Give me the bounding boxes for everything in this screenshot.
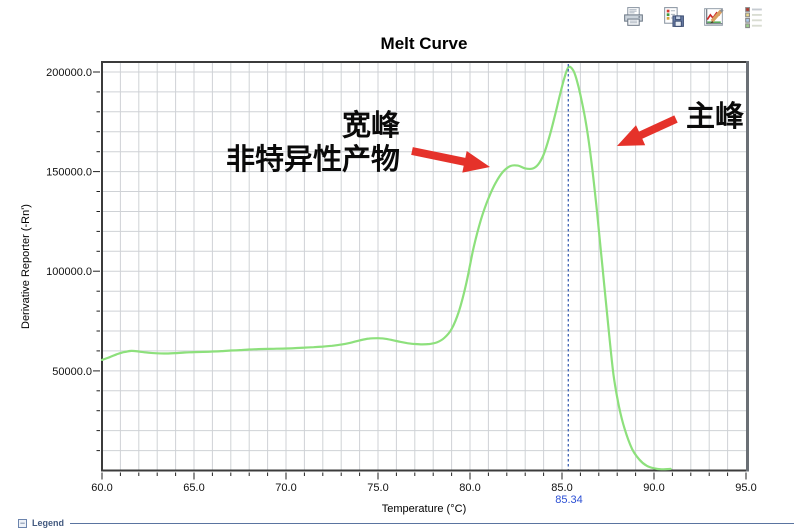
legend-divider [70, 522, 794, 524]
axis-ticks [93, 71, 747, 480]
legend-button[interactable] [740, 4, 767, 31]
legend-list-icon [745, 7, 762, 29]
plot-frame [101, 61, 746, 472]
legend-panel-label: Legend [32, 518, 65, 528]
chart-edit-icon [704, 8, 724, 26]
export-button[interactable] [660, 4, 687, 31]
svg-text:85.0: 85.0 [551, 482, 572, 494]
annotation-broad-peak-line1: 宽峰 [341, 110, 400, 142]
svg-text:60.0: 60.0 [91, 482, 112, 494]
svg-text:200000.0: 200000.0 [46, 67, 92, 79]
svg-text:50000.0: 50000.0 [52, 366, 92, 378]
annotation-broad-peak: 宽峰 非特异性产物 [226, 109, 400, 177]
svg-text:80.0: 80.0 [459, 482, 480, 494]
peak-temperature-label: 85.34 [555, 494, 583, 506]
legend-panel-header[interactable]: − Legend [0, 515, 800, 531]
chart-title: Melt Curve [380, 34, 468, 53]
svg-text:65.0: 65.0 [183, 482, 204, 494]
svg-text:90.0: 90.0 [643, 482, 664, 494]
chart-toolbar [620, 4, 767, 31]
melt-curve-line [100, 65, 672, 471]
annotation-main-peak: 主峰 [686, 101, 745, 133]
collapse-toggle-icon[interactable]: − [18, 517, 27, 528]
svg-text:100000.0: 100000.0 [46, 266, 92, 278]
x-axis-title: Temperature (°C) [381, 503, 467, 515]
y-tick-labels: 50000.0 100000.0 150000.0 200000.0 [46, 67, 92, 378]
svg-text:70.0: 70.0 [275, 482, 296, 494]
svg-text:150000.0: 150000.0 [46, 167, 92, 179]
grid-lines [102, 62, 746, 471]
export-plate-icon [664, 7, 684, 27]
svg-text:95.0: 95.0 [735, 482, 756, 494]
annotation-broad-peak-line2: 非特异性产物 [225, 144, 400, 176]
svg-text:75.0: 75.0 [367, 482, 388, 494]
graph-settings-button[interactable] [700, 4, 727, 31]
x-tick-labels: 60.0 65.0 70.0 75.0 80.0 85.0 90.0 95.0 [91, 482, 756, 494]
printer-icon [624, 7, 643, 26]
print-button[interactable] [620, 4, 647, 31]
